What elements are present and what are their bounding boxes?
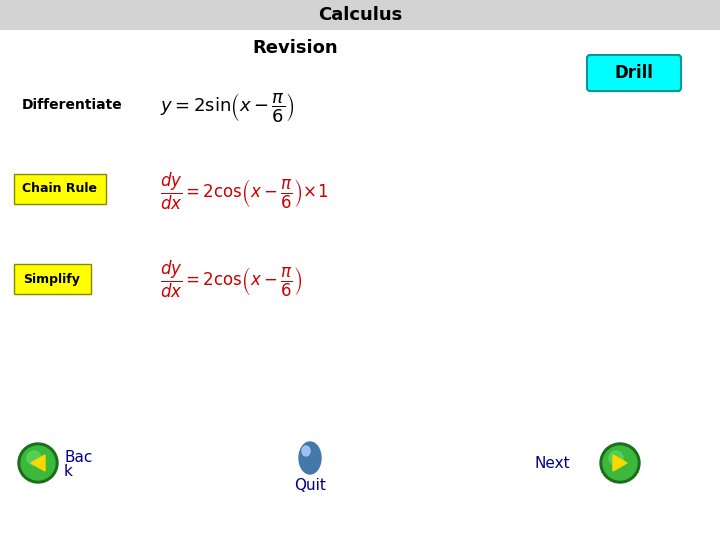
Circle shape bbox=[27, 451, 41, 465]
FancyBboxPatch shape bbox=[0, 0, 720, 30]
Text: $\dfrac{dy}{dx} = 2\cos\!\left(x - \dfrac{\pi}{6}\right)$: $\dfrac{dy}{dx} = 2\cos\!\left(x - \dfra… bbox=[160, 259, 302, 300]
Ellipse shape bbox=[302, 446, 310, 456]
Text: Next: Next bbox=[534, 456, 570, 470]
Text: $y = 2\sin\!\left(x - \dfrac{\pi}{6}\right)$: $y = 2\sin\!\left(x - \dfrac{\pi}{6}\rig… bbox=[160, 91, 294, 125]
Text: Quit: Quit bbox=[294, 477, 326, 492]
FancyBboxPatch shape bbox=[14, 264, 91, 294]
Text: Differentiate: Differentiate bbox=[22, 98, 122, 112]
FancyBboxPatch shape bbox=[587, 55, 681, 91]
Circle shape bbox=[600, 443, 640, 483]
Circle shape bbox=[603, 446, 637, 480]
Polygon shape bbox=[31, 455, 45, 471]
Circle shape bbox=[18, 443, 58, 483]
Ellipse shape bbox=[299, 442, 321, 474]
Text: k: k bbox=[64, 464, 73, 480]
Text: Bac: Bac bbox=[64, 449, 92, 464]
Polygon shape bbox=[613, 455, 627, 471]
Text: Drill: Drill bbox=[615, 64, 654, 82]
Circle shape bbox=[609, 451, 623, 465]
Text: Revision: Revision bbox=[252, 39, 338, 57]
FancyBboxPatch shape bbox=[14, 174, 106, 204]
Text: Chain Rule: Chain Rule bbox=[22, 183, 97, 195]
Circle shape bbox=[21, 446, 55, 480]
Text: Calculus: Calculus bbox=[318, 6, 402, 24]
Text: Simplify: Simplify bbox=[24, 273, 81, 286]
Text: $\dfrac{dy}{dx} = 2\cos\!\left(x - \dfrac{\pi}{6}\right)\!\times\!1$: $\dfrac{dy}{dx} = 2\cos\!\left(x - \dfra… bbox=[160, 171, 328, 212]
